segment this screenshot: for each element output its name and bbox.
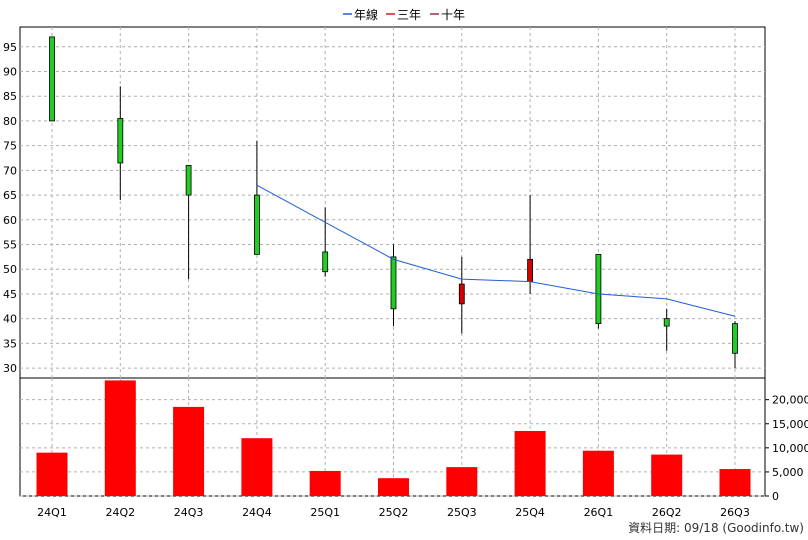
price-tick-label: 95 [3, 41, 17, 54]
x-tick-label: 25Q1 [310, 506, 340, 519]
candle-body [253, 194, 260, 255]
price-tick-label: 45 [3, 288, 17, 301]
candle-body [458, 283, 465, 305]
x-tick-label: 26Q1 [584, 506, 614, 519]
price-tick-label: 65 [3, 189, 17, 202]
price-tick-label: 80 [3, 115, 17, 128]
legend-label: 十年 [441, 8, 465, 22]
candle-body [527, 258, 533, 282]
x-tick-label: 24Q1 [37, 506, 67, 519]
legend-label: 年線 [354, 7, 378, 22]
volume-bar [378, 478, 409, 496]
price-tick-label: 85 [3, 90, 17, 103]
volume-tick-label: 20,000 [772, 394, 808, 407]
data-date-footer: 資料日期: 09/18 (Goodinfo.tw) [628, 521, 804, 535]
volume-bar [36, 452, 68, 496]
volume-bar [582, 450, 614, 496]
candle-body [732, 323, 738, 354]
year-line-series [256, 184, 736, 317]
volume-bar [104, 380, 136, 496]
candle-body [117, 118, 124, 164]
volume-bar [241, 438, 273, 496]
volume-bar [173, 406, 205, 496]
x-tick-label: 25Q3 [447, 506, 477, 519]
x-tick-label: 24Q3 [174, 506, 204, 519]
volume-tick-label: 0 [772, 490, 779, 503]
legend-label: 三年 [397, 8, 421, 22]
volume-bar [651, 454, 683, 496]
price-plot-frame [19, 26, 766, 379]
price-tick-label: 70 [3, 164, 17, 177]
volume-tick-label: 5,000 [772, 466, 804, 479]
x-tick-label: 24Q2 [105, 506, 135, 519]
price-tick-label: 40 [3, 313, 17, 326]
x-tick-label: 26Q2 [652, 506, 682, 519]
volume-bar [719, 469, 751, 496]
candle-body [49, 36, 55, 122]
candle-body [595, 254, 602, 325]
price-tick-label: 30 [3, 362, 17, 375]
x-tick-label: 25Q2 [379, 506, 409, 519]
candle-body [390, 256, 397, 310]
price-tick-label: 60 [3, 214, 17, 227]
volume-tick-label: 10,000 [772, 442, 808, 455]
x-tick-label: 26Q3 [720, 506, 750, 519]
volume-tick-label: 15,000 [772, 418, 808, 431]
x-tick-label: 25Q4 [515, 506, 545, 519]
candle-body [185, 165, 192, 196]
price-tick-label: 75 [3, 140, 17, 153]
candle-body [322, 251, 329, 273]
volume-bar [446, 467, 478, 496]
volume-bar [514, 430, 546, 496]
price-tick-label: 55 [3, 239, 17, 252]
x-tick-label: 24Q4 [242, 506, 272, 519]
price-tick-label: 50 [3, 263, 17, 276]
candle-body [663, 318, 670, 327]
price-tick-label: 35 [3, 337, 17, 350]
price-tick-label: 90 [3, 65, 17, 78]
volume-bar [309, 470, 341, 496]
